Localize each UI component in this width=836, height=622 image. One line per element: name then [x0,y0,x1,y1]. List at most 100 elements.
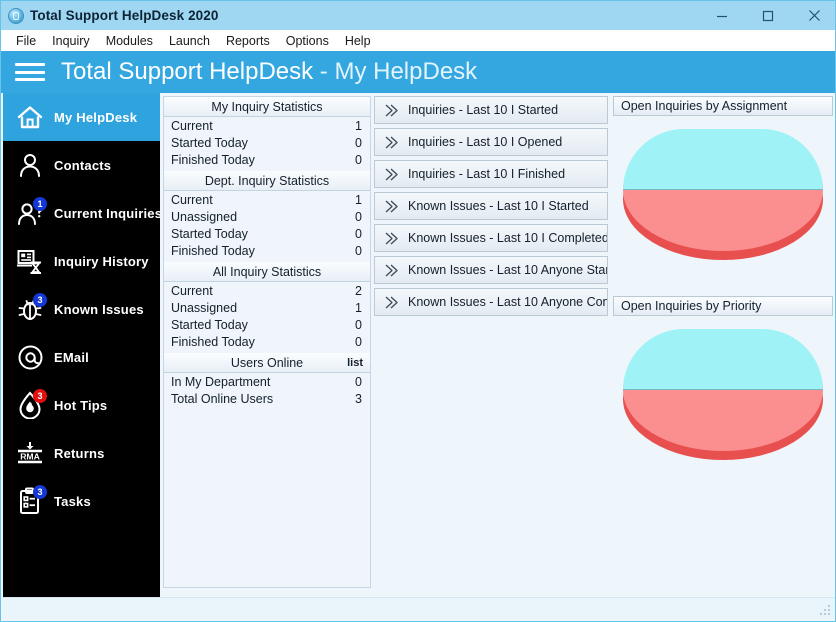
stat-label: Current [171,283,213,298]
stats-section-title: All Inquiry Statistics [212,264,322,279]
sidebar-item-tasks[interactable]: 3 Tasks [3,477,160,525]
stat-value: 0 [355,226,362,241]
window-controls [699,1,835,30]
button-inquiries-last-10-i-finished[interactable]: Inquiries - Last 10 I Finished [374,160,608,188]
home-icon [13,100,47,134]
double-chevron-right-icon [378,198,404,215]
page-title-main: Total Support HelpDesk [61,58,314,85]
window-title: Total Support HelpDesk 2020 [30,8,219,23]
chart-open-inquiries-by-priority: Open Inquiries by Priority [613,296,833,474]
stat-value: 0 [355,209,362,224]
quick-action-button-list: Inquiries - Last 10 I Started Inquiries … [374,96,611,588]
sidebar-item-label: My HelpDesk [54,109,138,125]
sidebar-item-label: Known Issues [54,301,144,317]
status-badge: 3 [33,389,47,403]
sidebar-item-inquiry-history[interactable]: Inquiry History [3,237,160,285]
double-chevron-right-icon [378,102,404,119]
stats-section-header-my: My Inquiry Statistics [164,97,370,117]
menu-item-help[interactable]: Help [344,33,371,48]
page-title-sub: My HelpDesk [334,58,478,85]
stats-section-title: Users Online [230,355,304,370]
stat-row: Finished Today 0 [164,242,370,259]
app-header: Total Support HelpDesk - My HelpDesk [1,51,835,93]
sidebar-item-returns[interactable]: RMA Returns [3,429,160,477]
sidebar-item-label: Contacts [54,157,112,173]
pie-graphic [623,329,823,461]
stat-value: 2 [355,283,362,298]
stats-section-header-dept: Dept. Inquiry Statistics [164,171,370,191]
stat-row: Started Today 0 [164,134,370,151]
button-known-issues-last-10-anyone-started[interactable]: Known Issues - Last 10 Anyone Started [374,256,608,284]
sidebar-item-hot-tips[interactable]: 3 Hot Tips [3,381,160,429]
stat-label: In My Department [171,374,271,389]
button-label: Known Issues - Last 10 Anyone Started [408,263,608,277]
resize-grip-icon[interactable] [819,604,832,617]
sidebar-item-known-issues[interactable]: 3 Known Issues [3,285,160,333]
stat-row: Total Online Users 3 [164,390,370,407]
helpdesk-app-icon [8,7,24,24]
stat-value: 0 [355,152,362,167]
sidebar-item-email[interactable]: EMail [3,333,160,381]
stat-row: Current 2 [164,282,370,299]
stat-value: 3 [355,391,362,406]
button-label: Inquiries - Last 10 I Started [408,103,559,117]
menu-item-inquiry[interactable]: Inquiry [52,33,90,48]
stats-section-header-users-online: Users Online list [164,353,370,373]
stat-value: 1 [355,192,362,207]
sidebar-item-label: Current Inquiries [54,205,160,221]
menu-item-launch[interactable]: Launch [168,33,210,48]
pie-slice-normal [623,329,823,390]
button-known-issues-last-10-anyone-completed[interactable]: Known Issues - Last 10 Anyone Completed [374,288,608,316]
chart-open-inquiries-by-assignment: Open Inquiries by Assignment [613,96,833,274]
button-label: Known Issues - Last 10 Anyone Completed [408,295,607,309]
button-known-issues-last-10-i-started[interactable]: Known Issues - Last 10 I Started [374,192,608,220]
menu-item-file[interactable]: File [16,33,37,48]
stat-label: Finished Today [171,334,255,349]
hamburger-icon[interactable] [15,61,45,83]
sidebar-item-my-helpdesk[interactable]: My HelpDesk [3,93,160,141]
chart-title: Open Inquiries by Priority [613,296,833,316]
button-inquiries-last-10-i-opened[interactable]: Inquiries - Last 10 I Opened [374,128,608,156]
bug-icon: 3 [13,292,47,326]
svg-text:RMA: RMA [20,452,40,462]
minimize-button[interactable] [699,1,745,30]
flame-drop-icon: 3 [13,388,47,422]
spacer [613,274,833,296]
sidebar-item-label: Tasks [54,493,91,509]
button-label: Inquiries - Last 10 I Finished [408,167,566,181]
sidebar-item-contacts[interactable]: Contacts [3,141,160,189]
button-label: Known Issues - Last 10 I Started [408,199,589,213]
person-icon [13,148,47,182]
status-badge: 3 [33,293,47,307]
sidebar-item-current-inquiries[interactable]: 1 Current Inquiries [3,189,160,237]
rma-box-icon: RMA [13,436,47,470]
stat-row: Current 1 [164,191,370,208]
stat-value: 1 [355,118,362,133]
pie-chart-assignment[interactable] [613,116,833,274]
close-button[interactable] [791,1,835,30]
stat-row: In My Department 0 [164,373,370,390]
stat-value: 0 [355,135,362,150]
stat-row: Finished Today 0 [164,151,370,168]
status-badge: 3 [33,485,47,499]
stat-value: 0 [355,334,362,349]
sidebar-item-label: Inquiry History [54,253,149,269]
menu-item-reports[interactable]: Reports [225,33,270,48]
status-badge: 1 [33,197,47,211]
button-inquiries-last-10-i-started[interactable]: Inquiries - Last 10 I Started [374,96,608,124]
maximize-button[interactable] [745,1,791,30]
stat-label: Unassigned [171,209,238,224]
button-label: Known Issues - Last 10 I Completed [408,231,608,245]
double-chevron-right-icon [378,134,404,151]
person-question-icon: 1 [13,196,47,230]
stat-label: Current [171,118,213,133]
menu-item-modules[interactable]: Modules [105,33,153,48]
pie-graphic [623,129,823,261]
stat-value: 0 [355,374,362,389]
button-label: Inquiries - Last 10 I Opened [408,135,563,149]
menu-item-options[interactable]: Options [285,33,329,48]
users-online-list-link[interactable]: list [347,356,363,369]
pie-chart-priority[interactable] [613,316,833,474]
button-known-issues-last-10-i-completed[interactable]: Known Issues - Last 10 I Completed [374,224,608,252]
